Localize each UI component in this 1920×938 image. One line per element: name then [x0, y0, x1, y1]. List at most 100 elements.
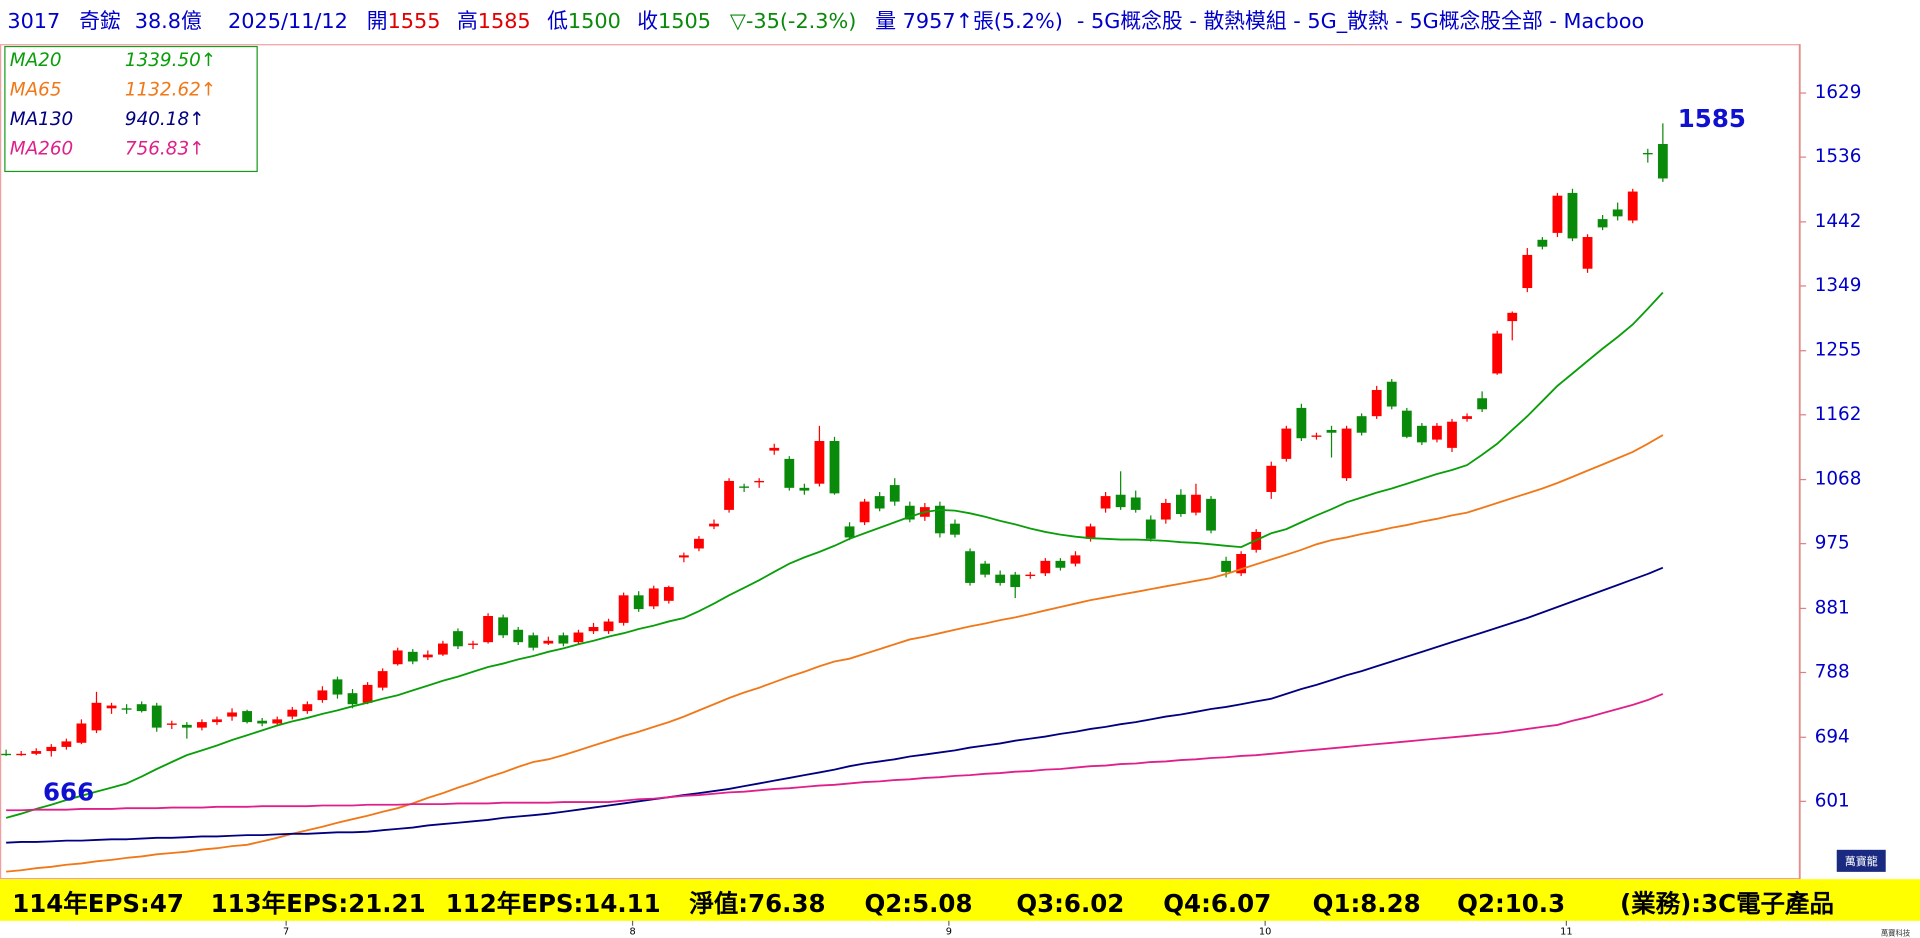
candle-body	[950, 523, 960, 535]
candle-body	[1567, 192, 1578, 239]
footer-item: 113年EPS:21.21	[211, 889, 426, 918]
y-tick-label: 788	[1815, 661, 1850, 682]
candle-body	[935, 505, 945, 534]
footer-item: Q2:5.08	[864, 889, 972, 918]
candle-body	[1401, 410, 1412, 437]
candle-body	[618, 595, 629, 623]
y-tick-label: 881	[1815, 597, 1850, 618]
open-value: 1555	[388, 9, 441, 33]
candle-body	[829, 440, 840, 494]
candle-body	[1522, 254, 1533, 289]
legend-name: MA20	[10, 50, 62, 71]
x-tick-label: 7	[283, 926, 289, 937]
candle-body	[588, 627, 599, 632]
high-value: 1585	[478, 9, 531, 33]
footer-bar	[0, 879, 1920, 921]
candle-body	[1221, 560, 1231, 572]
volume: 量 7957↑張(5.2%)	[875, 9, 1063, 33]
candle-body	[31, 751, 42, 754]
x-tick-label: 10	[1259, 926, 1271, 937]
candle-body	[1100, 496, 1111, 509]
candle-body	[483, 615, 493, 643]
candle-body	[1552, 195, 1563, 233]
candle-body	[1266, 465, 1277, 492]
candle-body	[438, 643, 448, 655]
candle-body	[558, 635, 569, 644]
y-tick-label: 1068	[1815, 469, 1862, 490]
x-tick-label: 9	[946, 926, 952, 937]
footer-item: Q3:6.02	[1016, 889, 1124, 918]
change: ▽-35(-2.3%)	[730, 9, 857, 33]
candle-body	[769, 447, 780, 451]
stock-code: 3017	[7, 9, 60, 33]
candle-body	[814, 440, 825, 484]
candle-body	[754, 480, 765, 483]
candle-body	[272, 719, 283, 724]
candle-body	[121, 708, 132, 710]
legend: MA20 1339.50↑ MA65 1132.62↑ MA130 940.18↑ MA26…	[10, 50, 216, 159]
candle-body	[1040, 560, 1051, 574]
y-tick-label: 694	[1815, 726, 1850, 747]
candle-body	[16, 753, 27, 756]
candle-body	[648, 588, 659, 607]
candle-body	[633, 595, 644, 610]
candle-body	[1492, 333, 1503, 374]
ma-line	[6, 693, 1664, 812]
candle-body	[1296, 407, 1307, 439]
footer-item: 淨值:76.38	[689, 889, 825, 918]
candle-body	[468, 643, 478, 645]
candle-body	[724, 480, 734, 510]
candle-body	[1160, 502, 1171, 520]
y-tick-label: 1255	[1815, 340, 1862, 361]
footer: 114年EPS:47 113年EPS:21.21 112年EPS:14.11 淨值:7…	[12, 889, 1834, 918]
footer-item: Q2:10.3	[1457, 889, 1565, 918]
legend-value: 940.18↑	[125, 109, 205, 130]
plot	[1, 123, 1668, 873]
candle-body	[1, 753, 12, 756]
candle-body	[784, 458, 795, 488]
candle-body	[181, 724, 192, 728]
candle-body	[543, 640, 554, 644]
y-tick-label: 1162	[1815, 404, 1862, 425]
candle-body	[498, 617, 509, 636]
candle-body	[1477, 398, 1488, 410]
legend-name: MA260	[10, 138, 73, 159]
candle-body	[106, 705, 117, 709]
candle-body	[287, 709, 298, 717]
legend-value: 1339.50↑	[125, 50, 216, 71]
candle-body	[1341, 428, 1352, 479]
candle-body	[663, 587, 674, 601]
candle-body	[1642, 152, 1653, 155]
footer-item: 112年EPS:14.11	[446, 889, 661, 918]
candle-body	[1326, 429, 1337, 433]
candle-body	[965, 551, 975, 583]
footer-item: Q1:8.28	[1313, 889, 1421, 918]
candle-body	[709, 523, 719, 527]
high-label: 高	[457, 9, 478, 33]
candle-body	[678, 555, 689, 558]
groups: - 5G概念股 - 散熱模組 - 5G_散熱 - 5G概念股全部 - Macbo…	[1077, 9, 1644, 33]
candle-body	[513, 629, 524, 643]
candle-body	[91, 702, 102, 731]
candle-body	[904, 505, 915, 520]
candle-body	[362, 684, 373, 703]
candle-body	[694, 538, 704, 549]
watermark-box	[1836, 849, 1886, 872]
candle-body	[1416, 425, 1427, 443]
footer-item: 114年EPS:47	[12, 889, 184, 918]
candle-body	[889, 485, 900, 502]
y-tick-label: 1349	[1815, 275, 1862, 296]
candle-body	[1085, 526, 1096, 539]
candle-body	[603, 621, 614, 632]
candle-body	[242, 711, 252, 723]
candle-body	[995, 574, 1006, 583]
close-value: 1505	[658, 9, 711, 33]
legend-box	[4, 45, 258, 173]
candle-body	[1657, 144, 1668, 179]
candle-body	[859, 501, 870, 523]
candle-body	[528, 635, 539, 648]
candle-body	[61, 741, 72, 747]
candle-body	[422, 654, 433, 658]
